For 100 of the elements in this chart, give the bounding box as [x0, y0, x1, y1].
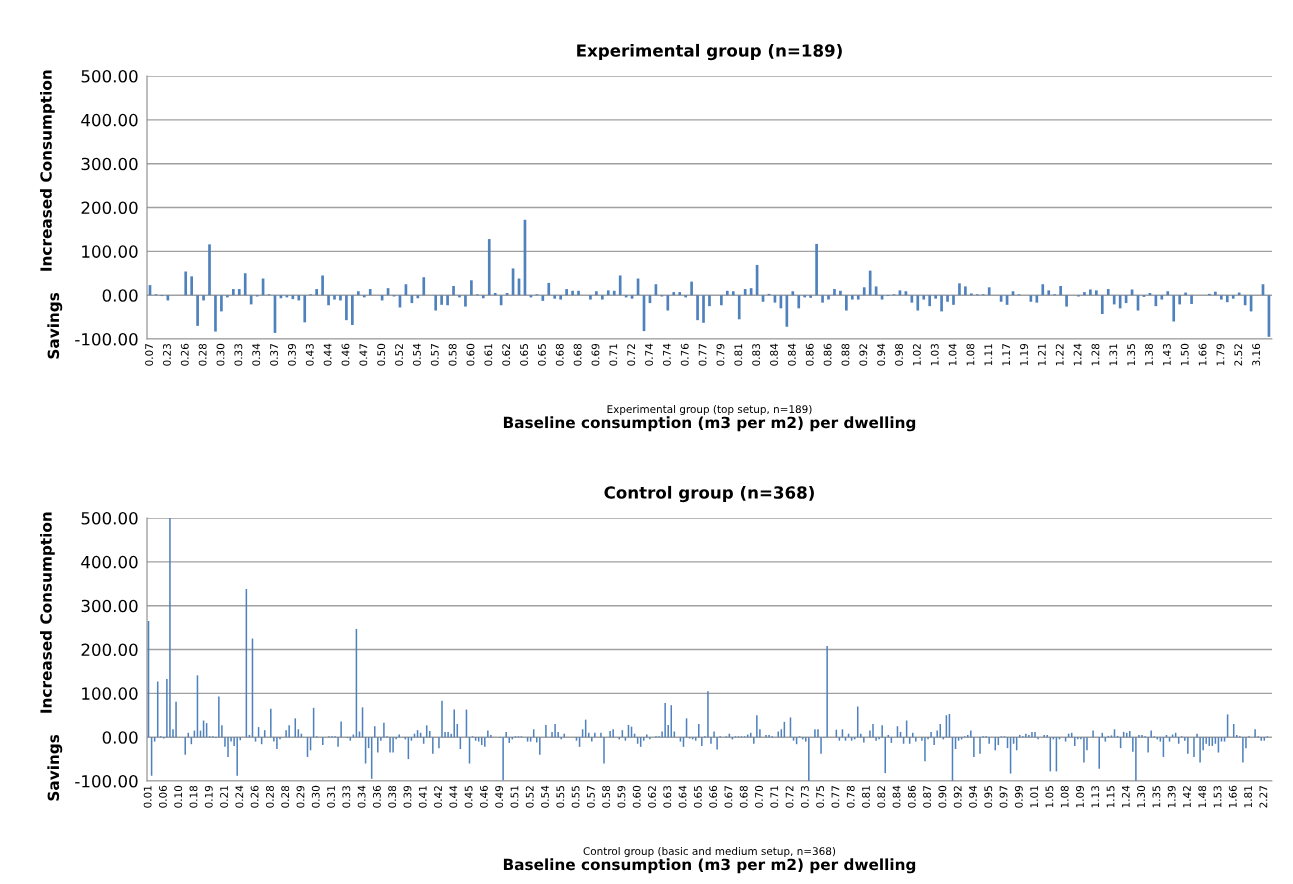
x-tick-label: 1.28 — [1091, 343, 1100, 366]
bar — [1112, 295, 1116, 305]
x-tick-label: 0.65 — [537, 344, 546, 366]
x-tick-label: 1.43 — [1162, 344, 1171, 366]
x-tick-label: 1.30 — [1137, 785, 1146, 808]
x-tick-label: 0.97 — [999, 786, 1008, 808]
bar — [291, 295, 295, 300]
x-tick-label: 0.37 — [270, 344, 278, 366]
bar — [1231, 295, 1235, 299]
text: Savings — [47, 292, 63, 359]
bar — [345, 295, 348, 321]
bar — [720, 295, 723, 306]
y-tick-label: 400.00 — [81, 555, 138, 569]
x-tick-label: 0.60 — [632, 785, 641, 808]
y-tick-label: 300.00 — [81, 157, 138, 171]
bar — [940, 295, 943, 312]
x-tick-label: 0.64 — [678, 785, 687, 808]
x-tick-label: 0.61 — [484, 344, 493, 366]
x-tick-label: 1.48 — [1198, 785, 1207, 808]
x-tick-label: 0.06 — [158, 785, 167, 808]
x-tick-label: 0.57 — [586, 786, 595, 808]
bar — [797, 295, 801, 309]
bar — [333, 295, 336, 300]
bar — [1106, 289, 1110, 296]
x-tick-label: 0.86 — [805, 343, 814, 366]
x-tick-label: 0.79 — [716, 343, 725, 366]
y-tick-label: 0.00 — [102, 731, 138, 744]
bar — [303, 295, 307, 323]
bar — [481, 295, 485, 299]
x-tick-label: 1.21 — [1037, 344, 1046, 366]
x-tick-label: 0.81 — [734, 344, 743, 366]
bar — [672, 292, 676, 296]
x-tick-label: 0.52 — [525, 786, 534, 808]
x-tick-label: 0.55 — [571, 786, 580, 808]
y-tick-label: 100.00 — [82, 245, 138, 258]
x-tick-label: 0.44 — [323, 343, 332, 366]
bar — [1172, 295, 1176, 322]
x-tick-label: 0.90 — [938, 785, 947, 808]
x-tick-label: 0.72 — [785, 786, 794, 808]
x-tick-label: 0.33 — [342, 786, 351, 808]
x-tick-label: 1.17 — [1002, 344, 1010, 366]
x-tick-label: 1.35 — [1152, 786, 1161, 808]
x-tick-label: 0.94 — [969, 785, 977, 808]
x-tick-label: 0.29 — [296, 785, 305, 808]
bar — [315, 289, 318, 296]
y-tick-label: 400.00 — [81, 113, 138, 127]
bar — [1190, 295, 1193, 304]
x-tick-label: 0.28 — [265, 785, 274, 808]
x-tick-label: 1.81 — [1244, 786, 1253, 808]
x-tick-label: 0.58 — [448, 343, 457, 366]
x-tick-label: 1.24 — [1121, 785, 1130, 808]
x-tick-label: 0.49 — [495, 785, 504, 808]
x-tick-label: 1.19 — [1020, 343, 1028, 366]
x-tick-label: 0.77 — [831, 786, 840, 808]
x-tick-label: 0.23 — [162, 344, 171, 366]
x-tick-label: 0.44 — [449, 785, 458, 808]
bar — [928, 295, 932, 307]
x-tick-label: 0.43 — [305, 344, 314, 366]
x-tick-label: 0.10 — [174, 785, 183, 808]
bar — [368, 289, 372, 296]
x-tick-label: 0.54 — [541, 785, 549, 808]
bar — [618, 275, 622, 296]
bar — [1100, 295, 1104, 315]
bar — [743, 289, 747, 296]
x-tick-label: 1.02 — [912, 344, 921, 366]
bar — [487, 239, 491, 296]
bar — [1095, 290, 1098, 296]
bar — [184, 271, 188, 296]
bar — [862, 287, 866, 296]
bar — [910, 295, 914, 303]
x-tick-label: 0.07 — [145, 344, 154, 366]
bar — [434, 295, 438, 311]
bar — [237, 289, 241, 296]
bar — [440, 295, 443, 305]
x-tick-label: 3.16 — [1252, 343, 1261, 366]
bar — [356, 291, 360, 296]
text: Experimental group (top setup, n=189) — [607, 404, 812, 416]
text: Savings — [47, 734, 63, 801]
bar — [559, 295, 563, 300]
x-tick-label: 0.19 — [204, 785, 213, 808]
x-tick-label: 0.52 — [395, 344, 403, 366]
x-tick-label: 1.08 — [966, 343, 975, 366]
bar — [1225, 295, 1229, 303]
x-tick-label: 1.66 — [1198, 343, 1207, 366]
x-tick-label: 1.31 — [1109, 344, 1118, 366]
x-tick-label: 0.74 — [662, 343, 671, 366]
chart-title: Experimental group (n=189) — [577, 43, 842, 61]
x-tick-label: 0.46 — [479, 785, 488, 808]
bar — [571, 290, 574, 296]
bar — [821, 295, 824, 303]
x-tick-label: 1.09 — [1076, 785, 1084, 808]
bar — [958, 283, 961, 296]
bar — [612, 290, 616, 296]
bar — [553, 295, 557, 299]
bar — [839, 290, 842, 296]
x-tick-label: 0.78 — [846, 785, 855, 808]
bar — [1178, 295, 1182, 305]
y-tick-label: 200.00 — [81, 643, 138, 657]
bar — [827, 295, 830, 300]
bar — [422, 277, 426, 296]
